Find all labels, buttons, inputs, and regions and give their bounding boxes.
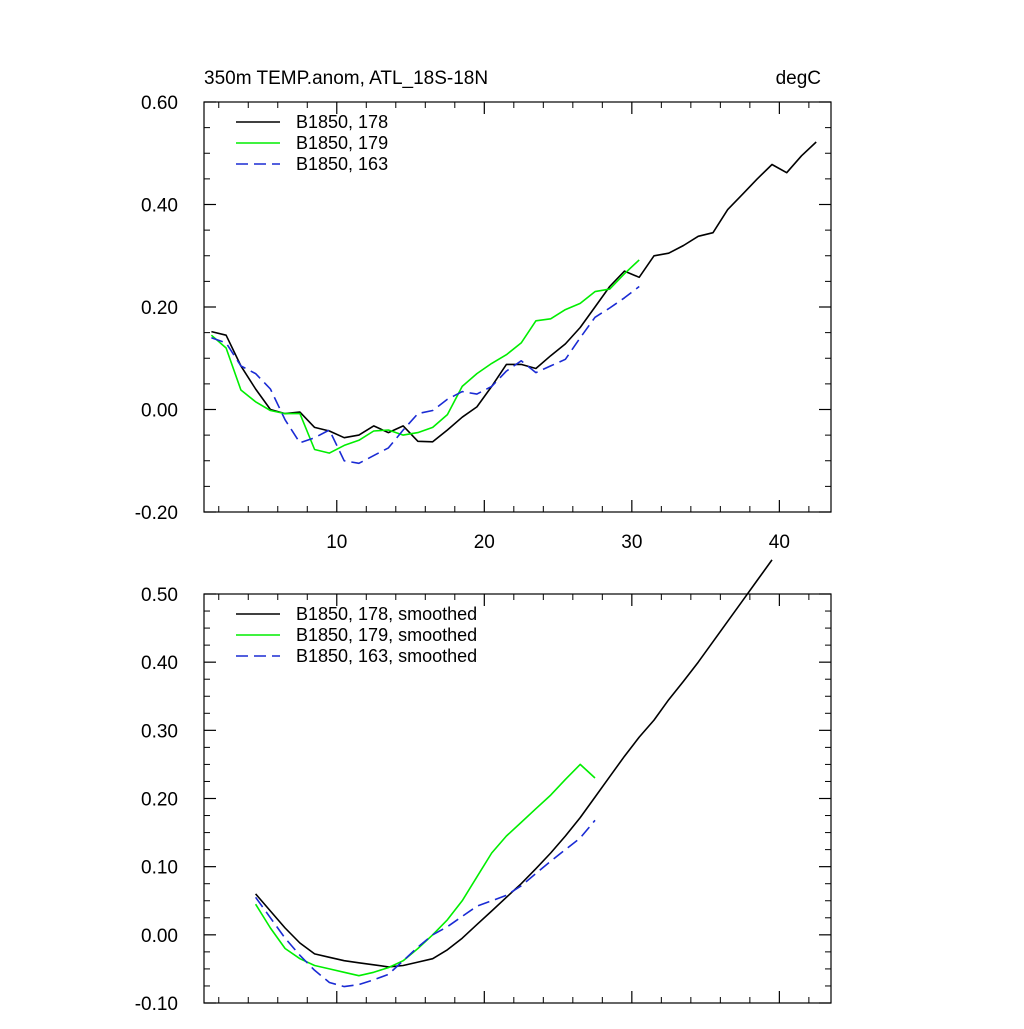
series-line-2 <box>254 763 596 977</box>
y-tick-label: 0.50 <box>141 585 178 606</box>
y-tick-label: 0.00 <box>141 401 178 422</box>
legend-label-3: B1850, 163 <box>296 154 388 174</box>
legend-label-1: B1850, 178 <box>296 112 388 132</box>
series-line-3 <box>211 285 640 465</box>
y-tick-label: 0.20 <box>141 298 178 319</box>
legend-label-3: B1850, 163, smoothed <box>296 646 477 666</box>
x-tick-label: 30 <box>621 532 642 553</box>
y-tick-label: 0.10 <box>141 858 178 879</box>
legend-label-2: B1850, 179, smoothed <box>296 625 477 645</box>
chart-panel-1: -0.20 0.00 0.20 0.40 0.60 10 20 30 40 350m TEMP.a… <box>135 68 832 553</box>
legend-label-2: B1850, 179 <box>296 133 388 153</box>
y-tick-label: 0.00 <box>141 926 178 947</box>
y-tick-label: 0.20 <box>141 790 178 811</box>
series-line-3 <box>254 819 596 988</box>
y-tick-label: 0.40 <box>141 196 178 217</box>
x-tick-label: 40 <box>769 532 790 553</box>
series-line-2 <box>210 259 640 454</box>
series-line-1 <box>211 141 817 443</box>
chart-units: degC <box>776 68 821 89</box>
y-tick-label: 0.60 <box>141 93 178 114</box>
y-tick-label: -0.20 <box>135 503 178 524</box>
chart-panel-2: -0.10 0.00 0.10 0.20 0.30 0.40 0.50 B1850, 178,… <box>135 559 832 1015</box>
x-tick-label: 20 <box>474 532 495 553</box>
y-tick-label: -0.10 <box>135 994 178 1015</box>
x-tick-label: 10 <box>326 532 347 553</box>
legend-label-1: B1850, 178, smoothed <box>296 604 477 624</box>
y-tick-label: 0.40 <box>141 653 178 674</box>
chart-title: 350m TEMP.anom, ATL_18S-18N <box>204 68 488 89</box>
y-tick-label: 0.30 <box>141 721 178 742</box>
